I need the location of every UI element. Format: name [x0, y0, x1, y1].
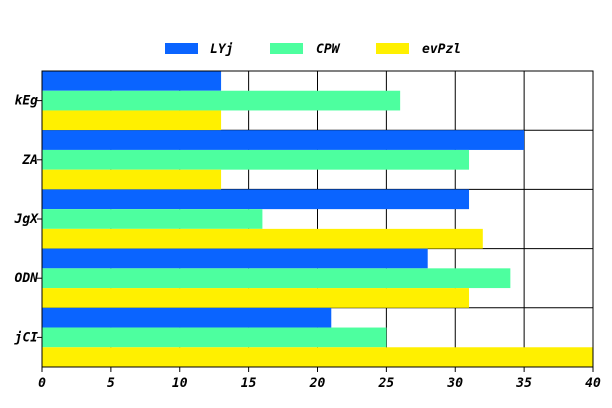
x-tick-label: 35	[515, 376, 532, 391]
y-category-label: ZA	[21, 153, 38, 168]
bar-evPzl-ODN	[42, 288, 470, 308]
bar-LYj-ODN	[42, 248, 428, 269]
bar-evPzl-kEg	[42, 110, 222, 131]
legend-swatch-LYj	[165, 43, 198, 54]
bar-LYj-ZA	[42, 130, 525, 150]
bar-evPzl-JgX	[42, 228, 483, 249]
bar-CPW-JgX	[42, 209, 263, 229]
y-category-label: jCI	[14, 330, 39, 345]
bar-CPW-jCI	[42, 327, 387, 348]
legend-label-LYj: LYj	[210, 42, 233, 57]
y-category-label: kEg	[15, 94, 39, 109]
x-axis-ticks: 0 5 10 15 20 25 30 35 40	[38, 367, 601, 391]
y-category-label: ODN	[15, 271, 39, 286]
legend-swatch-evPzl	[376, 43, 409, 54]
bar-evPzl-jCI	[42, 347, 593, 367]
bar-evPzl-ZA	[42, 169, 222, 190]
legend-swatch-CPW	[270, 43, 303, 54]
x-tick-label: 30	[446, 376, 463, 391]
bar-LYj-kEg	[42, 71, 222, 91]
legend: LYj CPW evPzl	[165, 42, 461, 57]
x-tick-label: 15	[241, 376, 257, 391]
x-tick-label: 40	[585, 376, 601, 391]
bar-LYj-JgX	[42, 189, 470, 210]
bar-CPW-kEg	[42, 90, 401, 111]
bars	[42, 71, 593, 367]
x-tick-label: 0	[38, 376, 46, 391]
x-tick-label: 20	[309, 376, 326, 391]
x-tick-label: 25	[378, 376, 395, 391]
bar-LYj-jCI	[42, 307, 332, 328]
x-tick-label: 5	[107, 376, 115, 391]
x-tick-label: 10	[172, 376, 188, 391]
legend-label-evPzl: evPzl	[422, 42, 461, 57]
bar-CPW-ZA	[42, 149, 470, 170]
bar-CPW-ODN	[42, 268, 511, 289]
legend-label-CPW: CPW	[316, 42, 341, 57]
y-axis-labels: kEg ZA JgX ODN jCI	[14, 94, 42, 345]
y-category-label: JgX	[14, 212, 40, 227]
